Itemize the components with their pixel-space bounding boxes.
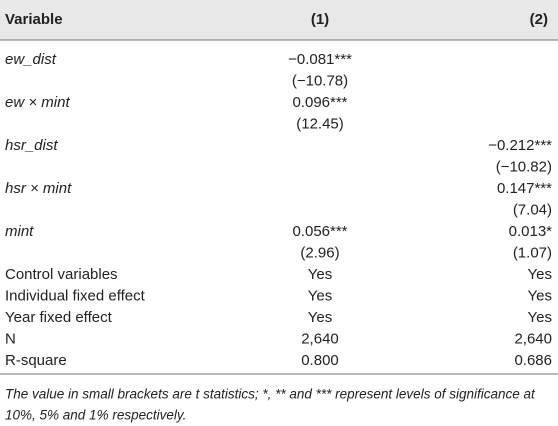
row-label: Year fixed effect bbox=[5, 309, 113, 326]
row-label: hsr × mint bbox=[5, 180, 72, 197]
cell: (−10.78) bbox=[292, 72, 348, 89]
cell: Yes bbox=[528, 266, 552, 283]
cell: (2.96) bbox=[300, 244, 339, 261]
row-label: Control variables bbox=[5, 266, 118, 283]
note: The value in small brackets are t statis… bbox=[5, 387, 536, 402]
cell: (7.04) bbox=[513, 201, 552, 218]
cell: 0.096*** bbox=[292, 94, 347, 111]
header-cell: (2) bbox=[530, 11, 548, 28]
row-label: N bbox=[5, 330, 16, 347]
row-label: mint bbox=[5, 223, 34, 240]
cell: Yes bbox=[528, 287, 552, 304]
row-label: ew_dist bbox=[5, 51, 57, 68]
header-cell: (1) bbox=[311, 11, 329, 28]
row-label: hsr_dist bbox=[5, 137, 58, 154]
header-cell: Variable bbox=[5, 11, 63, 28]
cell: 0.147*** bbox=[497, 180, 552, 197]
cell: −0.081*** bbox=[288, 51, 352, 68]
cell: Yes bbox=[308, 287, 332, 304]
cell: 2,640 bbox=[301, 330, 339, 347]
cell: Yes bbox=[308, 266, 332, 283]
cell: (12.45) bbox=[296, 115, 344, 132]
header-bg bbox=[0, 0, 558, 40]
cell: −0.212*** bbox=[488, 137, 552, 154]
cell: Yes bbox=[528, 309, 552, 326]
row-label: Individual fixed effect bbox=[5, 287, 146, 304]
row-label: ew × mint bbox=[5, 94, 70, 111]
cell: Yes bbox=[308, 309, 332, 326]
cell: 2,640 bbox=[514, 330, 552, 347]
cell: 0.800 bbox=[301, 352, 339, 369]
cell: (−10.82) bbox=[496, 158, 552, 175]
cell: 0.013* bbox=[509, 223, 553, 240]
cell: 0.686 bbox=[514, 352, 552, 369]
row-label: R-square bbox=[5, 352, 67, 369]
cell: 0.056*** bbox=[292, 223, 347, 240]
note: 10%, 5% and 1% respectively. bbox=[5, 408, 186, 423]
cell: (1.07) bbox=[513, 244, 552, 261]
